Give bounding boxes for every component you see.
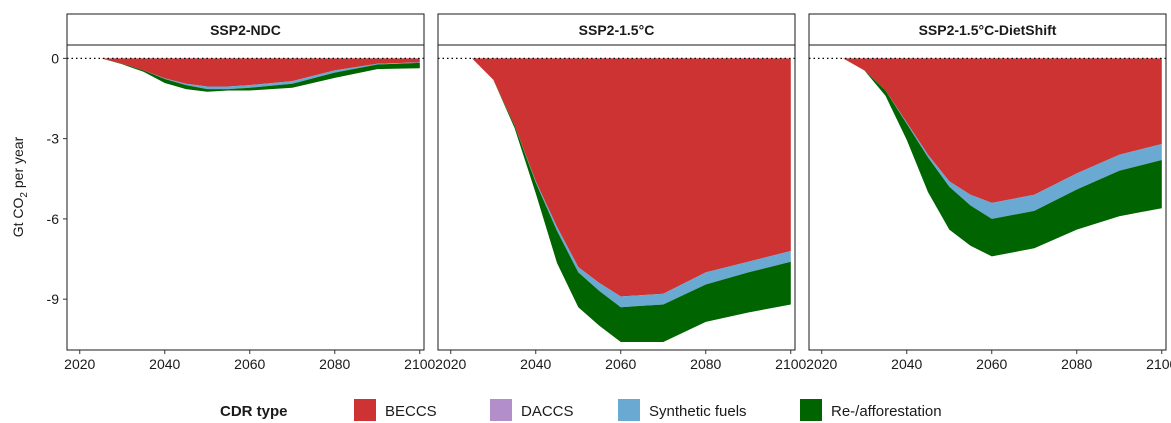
panel-ssp2-1-5-c: SSP2-1.5°C 2020 2040 2060 2080 2100 (435, 13, 807, 372)
panel-frame (808, 44, 1167, 351)
legend-label: Re-/afforestation (831, 403, 942, 420)
y-axis-label: Gt CO2 per year (10, 136, 30, 237)
panel-frame (66, 44, 425, 351)
x-tick-label: 2020 (806, 356, 837, 372)
legend-label: Synthetic fuels (649, 403, 747, 420)
x-tick-label: 2060 (976, 356, 1007, 372)
x-tick-label: 2040 (520, 356, 551, 372)
legend-item-re-afforestation: Re-/afforestation (800, 399, 942, 421)
panel-ssp2-ndc: SSP2-NDC 2020 2040 2060 2080 2100 (64, 13, 436, 372)
panel-strip (808, 13, 1167, 46)
y-axis-label-main: Gt CO (10, 197, 26, 237)
area-re-afforestation (79, 58, 420, 92)
area-beccs (821, 58, 1162, 203)
x-tick-label: 2020 (435, 356, 466, 372)
area-beccs (450, 58, 791, 297)
panel-title: SSP2-1.5°C-DietShift (919, 22, 1057, 38)
panel-strip (437, 13, 796, 46)
y-axis-label-sub: 2 (19, 192, 30, 198)
panels: SSP2-NDC 2020 2040 2060 2080 2100 SSP2-1.5°C 20… (64, 13, 1171, 372)
x-tick-label: 2100 (775, 356, 806, 372)
y-tick-label: -6 (47, 211, 60, 227)
legend-item-synthetic-fuels: Synthetic fuels (618, 399, 747, 421)
legend-item-beccs: BECCS (354, 399, 437, 421)
y-axis: 0 -3 -6 -9 (47, 50, 67, 307)
panel-title: SSP2-1.5°C (579, 22, 655, 38)
x-tick-label: 2080 (690, 356, 721, 372)
legend-swatch (354, 399, 376, 421)
legend-title: CDR type (220, 403, 288, 420)
legend-swatch (800, 399, 822, 421)
x-tick-label: 2040 (891, 356, 922, 372)
x-tick-label: 2020 (64, 356, 95, 372)
legend-label: DACCS (521, 403, 574, 420)
panel-frame (437, 44, 796, 351)
panel-title: SSP2-NDC (210, 22, 281, 38)
x-tick-label: 2060 (605, 356, 636, 372)
x-tick-label: 2040 (149, 356, 180, 372)
x-tick-label: 2080 (1061, 356, 1092, 372)
x-tick-label: 2060 (234, 356, 265, 372)
legend-item-daccs: DACCS (490, 399, 574, 421)
legend-swatch (490, 399, 512, 421)
panel-strip (66, 13, 425, 46)
area-re-afforestation (821, 58, 1162, 257)
legend-label: BECCS (385, 403, 437, 420)
area-synthetic-fuels (821, 58, 1162, 219)
y-tick-label: 0 (51, 50, 59, 66)
y-tick-label: -3 (47, 131, 60, 147)
x-tick-label: 2080 (319, 356, 350, 372)
y-tick-label: -9 (47, 291, 60, 307)
legend: CDR type BECCS DACCS Synthetic fuels Re-/af… (220, 399, 942, 421)
x-tick-label: 2100 (404, 356, 435, 372)
panel-ssp2-1-5-c-dietshift: SSP2-1.5°C-DietShift 2020 2040 2060 2080 2100 (806, 13, 1171, 372)
x-tick-label: 2100 (1146, 356, 1171, 372)
y-axis-label-rest: per year (10, 136, 26, 192)
area-beccs (79, 58, 420, 87)
legend-swatch (618, 399, 640, 421)
